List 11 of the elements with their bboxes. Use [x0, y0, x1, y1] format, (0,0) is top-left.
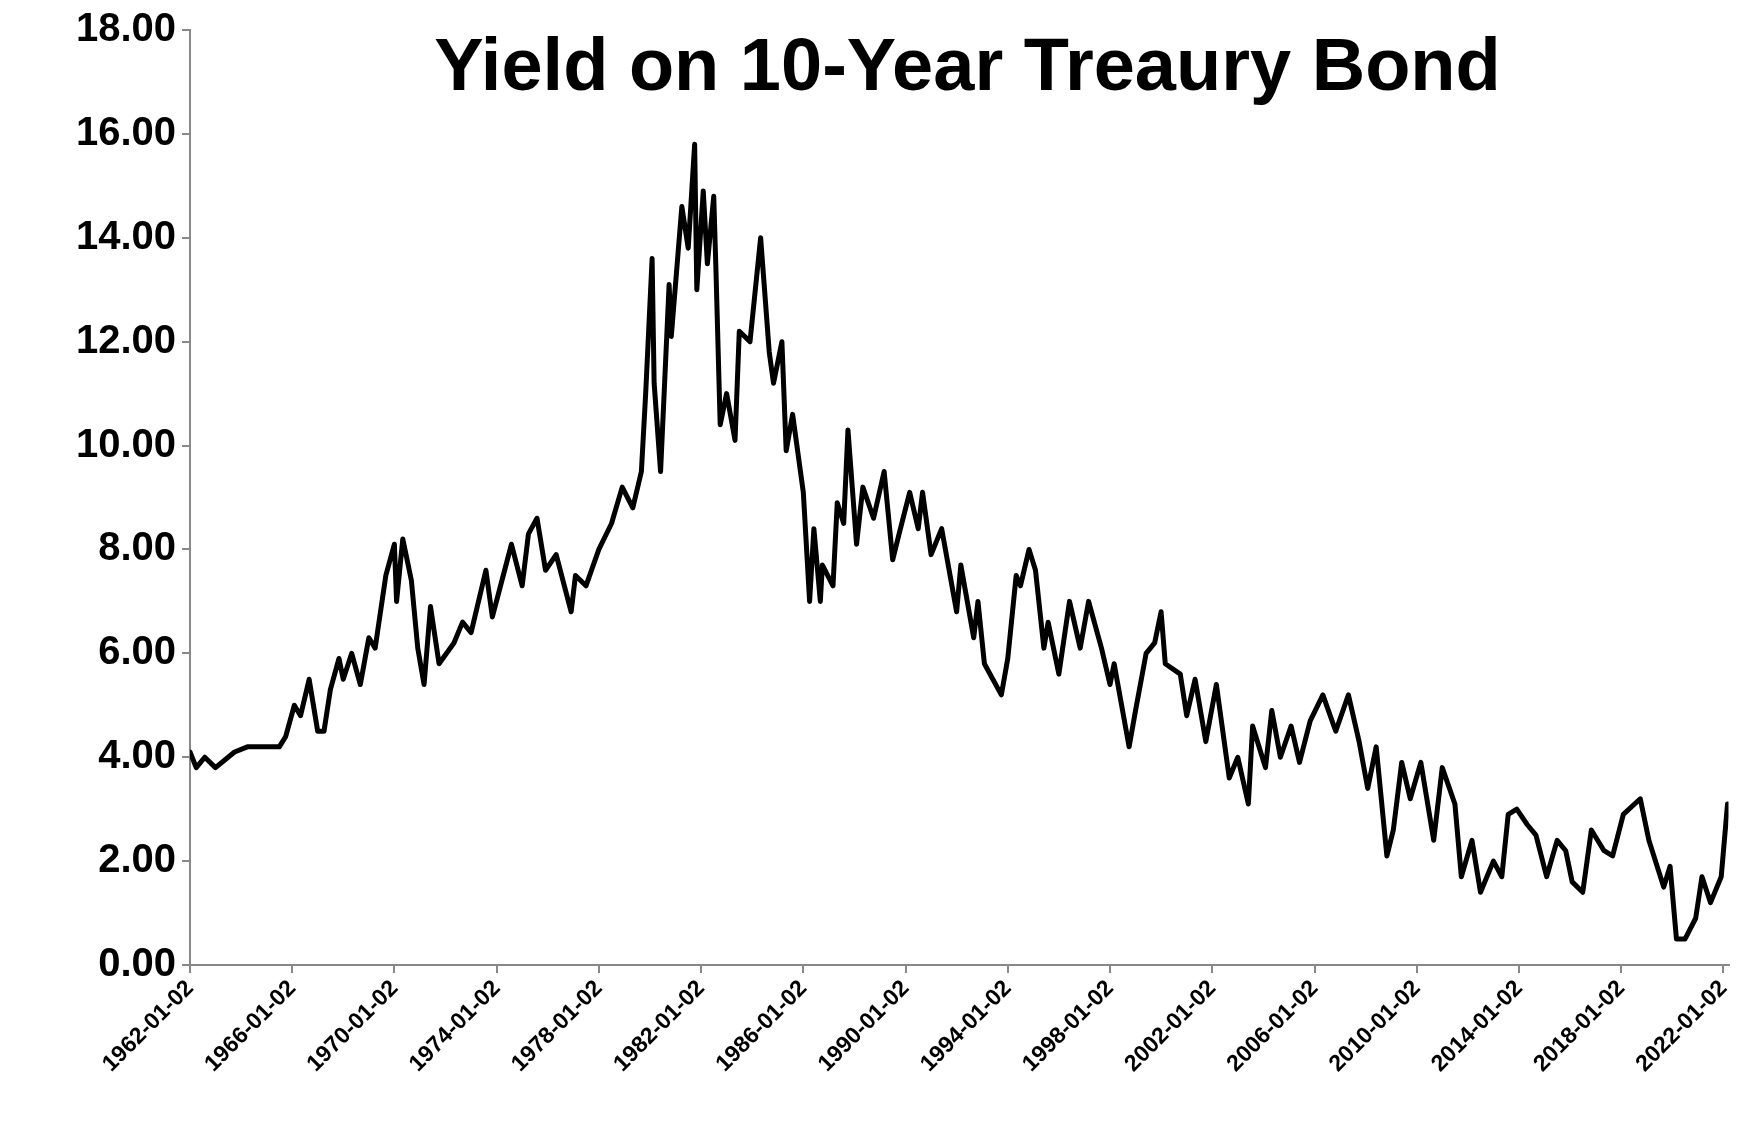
y-tick-label: 6.00 [98, 628, 176, 673]
y-tick-label: 4.00 [98, 732, 176, 777]
y-tick-label: 14.00 [75, 212, 176, 257]
y-tick-label: 8.00 [98, 524, 176, 569]
y-tick-label: 18.00 [75, 5, 176, 50]
y-tick-label: 0.00 [98, 940, 176, 985]
y-tick-label: 2.00 [98, 836, 176, 881]
y-tick-label: 16.00 [75, 108, 176, 153]
chart-title: Yield on 10-Year Treaury Bond [433, 22, 1502, 107]
y-tick-label: 12.00 [75, 316, 176, 361]
y-tick-label: 10.00 [75, 420, 176, 465]
